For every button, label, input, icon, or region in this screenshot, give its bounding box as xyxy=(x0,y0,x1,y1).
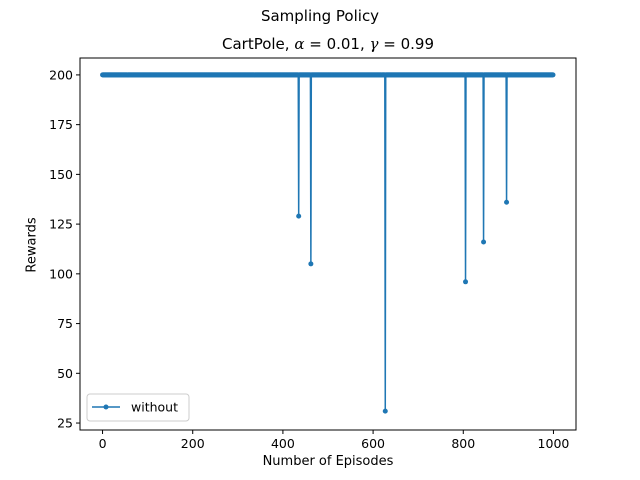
legend-label-without: without xyxy=(131,400,178,415)
title-prefix: CartPole, xyxy=(221,35,295,53)
x-tick-label: 0 xyxy=(99,436,107,451)
data-point xyxy=(481,239,487,245)
y-tick-label: 75 xyxy=(57,316,73,331)
x-tick-label: 1000 xyxy=(538,436,570,451)
data-point xyxy=(550,72,556,78)
alpha-value: = 0.01, xyxy=(304,35,370,53)
legend-box xyxy=(86,393,190,422)
data-point xyxy=(504,199,510,205)
x-tick-label: 600 xyxy=(361,436,385,451)
data-point xyxy=(296,213,302,219)
y-tick-label: 25 xyxy=(57,416,73,431)
y-tick-label: 200 xyxy=(49,67,73,82)
x-tick-label: 200 xyxy=(181,436,205,451)
gamma-symbol: γ xyxy=(369,35,379,53)
axes-frame xyxy=(79,57,577,431)
plot-area xyxy=(100,72,556,414)
y-tick-label: 100 xyxy=(49,266,73,281)
alpha-symbol: α xyxy=(294,35,305,53)
figure-suptitle: Sampling Policy xyxy=(260,7,380,25)
x-axis-label: Number of Episodes xyxy=(262,454,394,469)
axis-ticks: 0 200 400 600 800 1000 25 50 75 100 125 150 175 200 xyxy=(49,67,569,451)
data-point xyxy=(308,261,314,267)
chart-title: CartPole, α = 0.01, γ = 0.99 xyxy=(80,35,576,53)
data-point xyxy=(463,279,469,285)
y-tick-label: 125 xyxy=(49,217,73,232)
x-tick-label: 400 xyxy=(271,436,295,451)
legend-marker-swatch xyxy=(103,404,109,410)
x-tick-label: 800 xyxy=(451,436,475,451)
y-tick-label: 50 xyxy=(57,366,73,381)
y-tick-label: 175 xyxy=(49,117,73,132)
gamma-value: = 0.99 xyxy=(378,35,434,53)
legend: without xyxy=(86,393,190,422)
data-point xyxy=(382,408,388,414)
y-tick-label: 150 xyxy=(49,167,73,182)
